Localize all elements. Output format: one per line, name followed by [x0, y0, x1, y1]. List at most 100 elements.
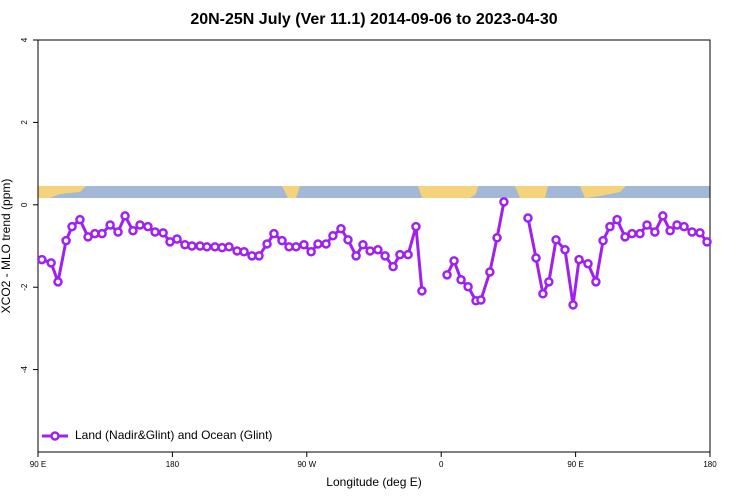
chart-title: 20N-25N July (Ver 11.1) 2014-09-06 to 20… [190, 11, 557, 28]
data-point [395, 249, 405, 260]
data-point [523, 213, 533, 223]
data-point [538, 289, 548, 299]
data-point [679, 221, 689, 232]
y-axis-label: XCO2 - MLO trend (ppm) [0, 179, 13, 314]
land-patch [515, 186, 548, 198]
data-point [306, 247, 316, 257]
x-tick-label: 180 [166, 460, 180, 469]
data-point [574, 254, 584, 265]
data-point [658, 211, 668, 221]
data-point [143, 221, 153, 232]
data-point [388, 261, 398, 272]
data-point [449, 256, 459, 266]
data-point [75, 214, 85, 225]
data-point [695, 228, 705, 238]
data-point [568, 300, 578, 310]
data-point [583, 258, 593, 269]
data-point [105, 220, 115, 230]
data-point [620, 232, 630, 242]
data-point [336, 223, 346, 234]
land-patch [580, 186, 626, 198]
data-point [365, 246, 375, 256]
data-point [373, 244, 383, 255]
data-point [456, 275, 466, 285]
x-tick-label: 0 [439, 460, 444, 469]
data-point [113, 227, 123, 237]
data-point [67, 221, 77, 232]
data-point [97, 228, 107, 239]
data-point [417, 286, 427, 296]
data-point [291, 242, 301, 252]
data-point [463, 282, 473, 292]
y-tick-label: 4 [20, 37, 29, 42]
data-point [61, 235, 71, 246]
data-point [277, 235, 287, 246]
legend-label: Land (Nadir&Glint) and Ocean (Glint) [75, 428, 272, 442]
data-point [269, 228, 279, 239]
data-point [53, 277, 63, 287]
x-axis-label: Longitude (deg E) [326, 475, 421, 489]
y-tick-label: -2 [20, 283, 29, 291]
data-point [485, 267, 495, 277]
y-tick-label: -4 [20, 365, 29, 373]
data-point [492, 233, 502, 243]
data-point [442, 270, 452, 280]
x-tick-label: 90 E [567, 460, 583, 469]
data-point [544, 277, 554, 287]
x-tick-label: 180 [703, 460, 717, 469]
data-point [239, 247, 249, 257]
data-point [128, 226, 138, 236]
data-point [187, 241, 197, 251]
data-point [551, 235, 561, 245]
data-point [531, 253, 541, 263]
data-point [343, 235, 353, 245]
y-tick-label: 2 [20, 120, 29, 125]
data-point [687, 227, 697, 237]
data-point [150, 227, 160, 237]
data-point [202, 242, 212, 252]
data-point [411, 221, 421, 232]
data-point [46, 258, 56, 268]
data-point [650, 227, 660, 237]
data-point [403, 249, 413, 260]
land-patch [418, 186, 478, 198]
data-point [172, 234, 182, 244]
x-tick-label: 90 E [30, 460, 46, 469]
data-point [135, 220, 145, 230]
x-tick-label: 90 W [297, 460, 316, 469]
data-point [702, 237, 712, 247]
series-line [41, 201, 709, 307]
data-point [210, 242, 220, 252]
data-point [313, 239, 323, 249]
plot-frame [37, 39, 711, 453]
data-point [635, 228, 645, 239]
data-point [665, 226, 675, 236]
data-point [158, 228, 168, 238]
data-point [499, 197, 509, 207]
data-point [37, 254, 47, 265]
data-point [358, 240, 368, 250]
data-point [612, 214, 622, 225]
data-point [299, 240, 309, 250]
legend-marker [50, 431, 60, 441]
data-point [254, 251, 264, 261]
data-point [328, 230, 338, 241]
data-point [605, 221, 615, 232]
data-point [224, 242, 234, 252]
land-patch [38, 186, 86, 198]
data-point [591, 277, 601, 287]
data-point [476, 295, 486, 305]
y-tick-label: 0 [20, 202, 29, 207]
data-point [351, 251, 361, 261]
map-strip [38, 186, 710, 198]
data-point [642, 220, 652, 230]
data-point [598, 235, 608, 246]
data-point [321, 239, 331, 249]
land-patch [282, 186, 300, 198]
data-point [262, 239, 272, 249]
data-point [380, 251, 390, 261]
data-point [120, 211, 130, 221]
data-point [627, 228, 637, 239]
data-point [560, 244, 570, 255]
